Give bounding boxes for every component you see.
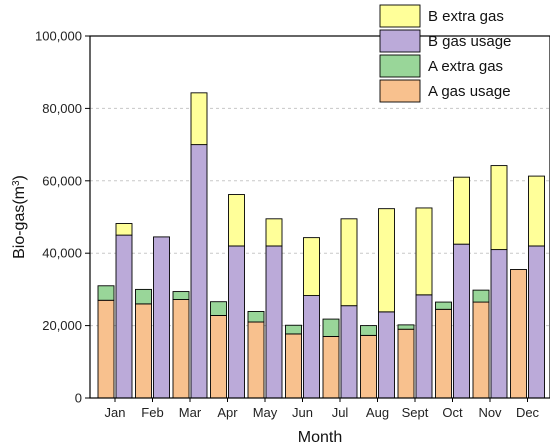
bar-segment — [172, 291, 190, 300]
y-axis-ticks: 0 20,000 40,000 60,000 80,000 100,000 — [35, 29, 90, 406]
bar-segment — [528, 245, 545, 399]
bar-segment — [247, 321, 265, 399]
bar-segment — [265, 218, 283, 247]
bar-segment — [285, 324, 302, 335]
x-tick-label: Apr — [217, 405, 238, 420]
bar-segment — [397, 328, 415, 399]
x-tick-label: Nov — [478, 405, 502, 420]
plot-frame — [89, 35, 550, 399]
legend-swatch — [379, 4, 421, 28]
bar-segment — [415, 207, 433, 296]
x-tick-label: Jul — [332, 405, 349, 420]
x-axis-ticks: Jan Feb Mar Apr May Jun Jul Aug Sept Oct Nov Dec — [105, 398, 540, 420]
bar-segment — [472, 301, 490, 399]
bar-segment — [153, 236, 170, 399]
legend: B extra gas B gas usage A extra gas A gas u… — [379, 4, 511, 103]
y-tick-label: 0 — [75, 391, 82, 406]
gridlines — [90, 107, 550, 327]
bar-segment — [453, 176, 470, 245]
bar-segment — [265, 245, 283, 399]
bar-segment — [210, 301, 227, 316]
bar-segment — [528, 175, 545, 247]
bar-segment — [303, 295, 320, 399]
bar-segment — [322, 318, 340, 337]
x-tick-label: Jan — [105, 405, 126, 420]
legend-label: B gas usage — [428, 33, 511, 50]
legend-label: A gas usage — [428, 83, 511, 100]
bar-segment — [228, 245, 245, 399]
bar-segment — [360, 325, 377, 336]
bar-segment — [340, 218, 358, 307]
bar-segment — [490, 249, 508, 399]
legend-swatch — [379, 54, 421, 78]
legend-label: A extra gas — [428, 58, 503, 75]
bar-segment — [190, 144, 208, 399]
bar-segment — [397, 324, 415, 330]
bar-segment — [510, 269, 527, 399]
legend-label: B extra gas — [428, 8, 504, 25]
legend-swatch — [379, 79, 421, 103]
x-tick-label: Jun — [292, 405, 313, 420]
y-axis-title-superscript: 3 — [11, 180, 22, 186]
legend-swatch — [379, 29, 421, 53]
bar-segment — [115, 234, 133, 399]
bar-segment — [135, 288, 152, 305]
x-tick-label: Mar — [179, 405, 202, 420]
y-tick-label: 60,000 — [42, 173, 82, 188]
bar-segment — [472, 289, 490, 303]
bar-segment — [135, 303, 152, 399]
bar-segment — [97, 285, 115, 301]
bar-segment — [210, 315, 227, 399]
bar-segment — [322, 336, 340, 399]
bar-segment — [228, 194, 245, 247]
y-axis-title-main: Bio-gas(m — [11, 186, 28, 259]
bar-segment — [303, 237, 320, 297]
x-axis-title: Month — [298, 429, 342, 446]
bar-segment — [453, 243, 470, 399]
x-tick-label: Oct — [442, 405, 463, 420]
bar-segment — [435, 301, 452, 310]
x-tick-label: May — [253, 405, 278, 420]
x-tick-label: Aug — [366, 405, 389, 420]
bar-segment — [115, 223, 133, 236]
y-tick-label: 100,000 — [35, 29, 82, 44]
bar-segment — [435, 308, 452, 399]
bar-segment — [340, 305, 358, 399]
bar-segment — [247, 311, 265, 323]
bar-segment — [172, 299, 190, 399]
y-tick-label: 20,000 — [42, 318, 82, 333]
bar-segment — [190, 92, 208, 146]
bars — [97, 92, 545, 399]
y-axis-title: Bio-gas(m3) — [11, 175, 29, 259]
x-tick-label: Feb — [141, 405, 163, 420]
y-tick-label: 80,000 — [42, 101, 82, 116]
bar-segment — [415, 294, 433, 399]
y-tick-label: 40,000 — [42, 246, 82, 261]
x-tick-label: Sept — [402, 405, 429, 420]
bar-segment — [97, 299, 115, 399]
bar-segment — [490, 165, 508, 251]
bar-segment — [360, 334, 377, 399]
bar-segment — [378, 311, 395, 399]
x-tick-label: Dec — [516, 405, 540, 420]
y-axis-title-end: ) — [11, 175, 28, 180]
bar-segment — [378, 208, 395, 313]
bar-segment — [285, 333, 302, 399]
